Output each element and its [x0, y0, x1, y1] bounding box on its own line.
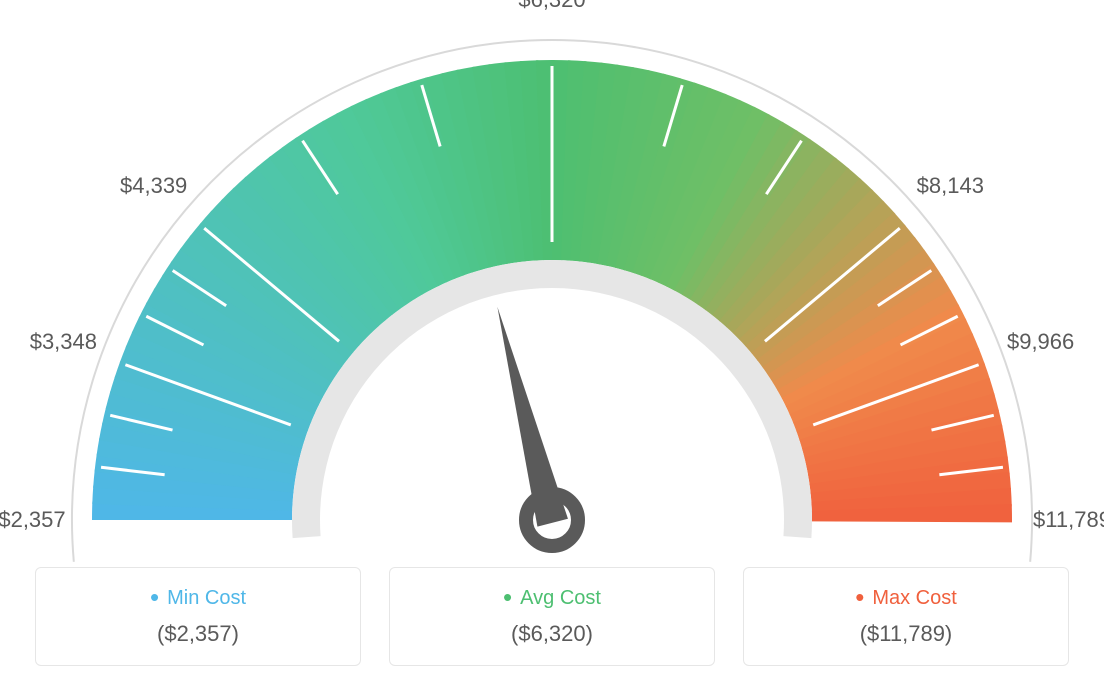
gauge-tick-label: $2,357 — [0, 507, 66, 533]
legend-max-value: ($11,789) — [744, 621, 1068, 647]
gauge-tick-label: $3,348 — [30, 329, 97, 355]
gauge-tick-label: $4,339 — [120, 173, 187, 199]
legend-avg-label: Avg Cost — [390, 582, 714, 613]
legend-max-box: Max Cost ($11,789) — [743, 567, 1069, 666]
gauge-tick-label: $8,143 — [917, 173, 984, 199]
legend-max-label: Max Cost — [744, 582, 1068, 613]
legend-min-label: Min Cost — [36, 582, 360, 613]
legend-row: Min Cost ($2,357) Avg Cost ($6,320) Max … — [35, 567, 1069, 666]
legend-min-box: Min Cost ($2,357) — [35, 567, 361, 666]
gauge-tick-label: $9,966 — [1007, 329, 1074, 355]
gauge-svg — [22, 20, 1082, 580]
gauge-tick-label: $6,320 — [518, 0, 585, 13]
legend-avg-box: Avg Cost ($6,320) — [389, 567, 715, 666]
gauge-area: $2,357$3,348$4,339$6,320$8,143$9,966$11,… — [22, 20, 1082, 580]
legend-avg-value: ($6,320) — [390, 621, 714, 647]
legend-min-value: ($2,357) — [36, 621, 360, 647]
cost-gauge-chart: $2,357 $3,348 $4,339 $6,320 $8,143 $9,966 $11,… — [0, 0, 1104, 690]
gauge-tick-label: $11,789 — [1033, 507, 1104, 533]
